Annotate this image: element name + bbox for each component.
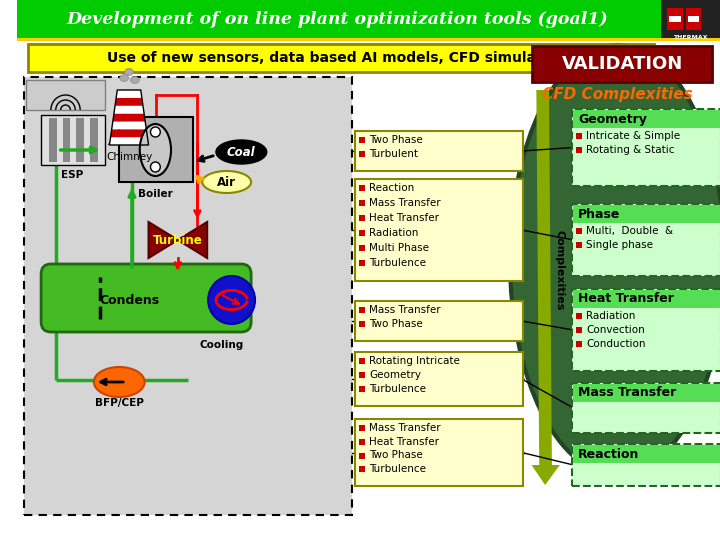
Ellipse shape — [216, 140, 266, 164]
Text: ESP: ESP — [61, 170, 84, 180]
Ellipse shape — [130, 77, 139, 84]
Text: Phase: Phase — [578, 207, 621, 220]
Text: Conduction: Conduction — [586, 339, 646, 349]
Text: Radiation: Radiation — [369, 228, 419, 238]
Text: Two Phase: Two Phase — [369, 135, 423, 145]
Text: Rotating & Static: Rotating & Static — [586, 145, 675, 155]
FancyBboxPatch shape — [24, 77, 352, 515]
FancyBboxPatch shape — [355, 419, 523, 486]
Circle shape — [150, 127, 161, 137]
FancyBboxPatch shape — [572, 109, 720, 186]
Circle shape — [208, 276, 255, 324]
FancyBboxPatch shape — [572, 444, 720, 486]
FancyBboxPatch shape — [63, 118, 71, 162]
Text: Mass Transfer: Mass Transfer — [578, 387, 677, 400]
FancyBboxPatch shape — [572, 383, 720, 433]
FancyBboxPatch shape — [688, 16, 700, 22]
FancyBboxPatch shape — [667, 8, 683, 30]
Text: Intricate & Simple: Intricate & Simple — [586, 131, 680, 141]
FancyBboxPatch shape — [76, 118, 84, 162]
FancyBboxPatch shape — [662, 0, 720, 38]
FancyBboxPatch shape — [27, 80, 104, 110]
Text: Use of new sensors, data based AI models, CFD simulations: Use of new sensors, data based AI models… — [107, 51, 575, 65]
Polygon shape — [112, 122, 146, 129]
Polygon shape — [113, 113, 145, 122]
Text: Rotating Intricate: Rotating Intricate — [369, 356, 460, 366]
FancyBboxPatch shape — [573, 205, 720, 223]
Ellipse shape — [120, 75, 129, 82]
Ellipse shape — [140, 124, 171, 176]
Text: Single phase: Single phase — [586, 240, 653, 250]
Polygon shape — [536, 90, 552, 475]
FancyBboxPatch shape — [28, 44, 654, 72]
Text: Heat Transfer: Heat Transfer — [578, 293, 674, 306]
Text: Turbulence: Turbulence — [369, 384, 426, 394]
Text: Cooling: Cooling — [199, 340, 244, 350]
Text: Boiler: Boiler — [138, 189, 173, 199]
FancyBboxPatch shape — [120, 117, 192, 182]
Text: Multi,  Double  &: Multi, Double & — [586, 226, 673, 236]
Text: Complexities: Complexities — [555, 230, 564, 310]
Polygon shape — [109, 137, 148, 145]
Text: Reaction: Reaction — [578, 448, 640, 461]
Text: Coal: Coal — [227, 145, 256, 159]
Text: Turbine: Turbine — [153, 233, 203, 246]
Polygon shape — [148, 222, 207, 258]
Text: THERMAX: THERMAX — [673, 35, 708, 40]
Ellipse shape — [202, 171, 251, 193]
Polygon shape — [531, 465, 559, 485]
Polygon shape — [116, 90, 142, 98]
FancyBboxPatch shape — [90, 118, 98, 162]
Text: Multi Phase: Multi Phase — [369, 243, 429, 253]
FancyBboxPatch shape — [355, 301, 523, 341]
FancyBboxPatch shape — [355, 352, 523, 406]
Text: BFP/CEP: BFP/CEP — [95, 398, 144, 408]
Text: Two Phase: Two Phase — [369, 319, 423, 329]
Text: Geometry: Geometry — [369, 370, 421, 380]
Polygon shape — [107, 142, 150, 145]
FancyBboxPatch shape — [355, 179, 523, 281]
FancyBboxPatch shape — [669, 16, 681, 22]
FancyBboxPatch shape — [41, 264, 251, 332]
Text: Chimney: Chimney — [106, 152, 152, 162]
Text: Turbulence: Turbulence — [369, 258, 426, 268]
FancyBboxPatch shape — [686, 8, 701, 30]
Text: Heat Transfer: Heat Transfer — [369, 213, 439, 223]
FancyBboxPatch shape — [573, 290, 720, 308]
Text: Geometry: Geometry — [578, 112, 647, 125]
FancyBboxPatch shape — [573, 110, 720, 128]
FancyBboxPatch shape — [17, 0, 662, 38]
Text: Condens: Condens — [99, 294, 159, 307]
Text: Development of on line plant optimization tools (goal1): Development of on line plant optimizatio… — [66, 10, 608, 28]
FancyBboxPatch shape — [573, 445, 720, 463]
Ellipse shape — [94, 367, 145, 397]
FancyBboxPatch shape — [49, 118, 57, 162]
Text: VALIDATION: VALIDATION — [562, 55, 683, 73]
Text: Turbulent: Turbulent — [369, 149, 418, 159]
FancyBboxPatch shape — [533, 46, 712, 82]
Text: Reaction: Reaction — [369, 183, 415, 193]
Circle shape — [150, 162, 161, 172]
FancyBboxPatch shape — [572, 289, 720, 371]
Text: Mass Transfer: Mass Transfer — [369, 198, 441, 208]
FancyBboxPatch shape — [17, 38, 720, 41]
Polygon shape — [111, 129, 148, 137]
Polygon shape — [115, 98, 143, 106]
Text: Air: Air — [217, 176, 236, 188]
Text: Mass Transfer: Mass Transfer — [369, 423, 441, 433]
Ellipse shape — [510, 45, 720, 475]
Text: Radiation: Radiation — [586, 311, 636, 321]
Text: Mass Transfer: Mass Transfer — [369, 305, 441, 315]
Text: Heat Transfer: Heat Transfer — [369, 437, 439, 447]
Text: Turbulence: Turbulence — [369, 464, 426, 474]
Text: Two Phase: Two Phase — [369, 450, 423, 461]
FancyBboxPatch shape — [41, 115, 104, 165]
Text: Convection: Convection — [586, 325, 645, 335]
FancyBboxPatch shape — [572, 204, 720, 276]
FancyBboxPatch shape — [355, 131, 523, 171]
FancyBboxPatch shape — [573, 384, 720, 402]
Ellipse shape — [125, 69, 133, 76]
Polygon shape — [114, 106, 144, 113]
Text: CFD Complexities: CFD Complexities — [542, 87, 693, 103]
